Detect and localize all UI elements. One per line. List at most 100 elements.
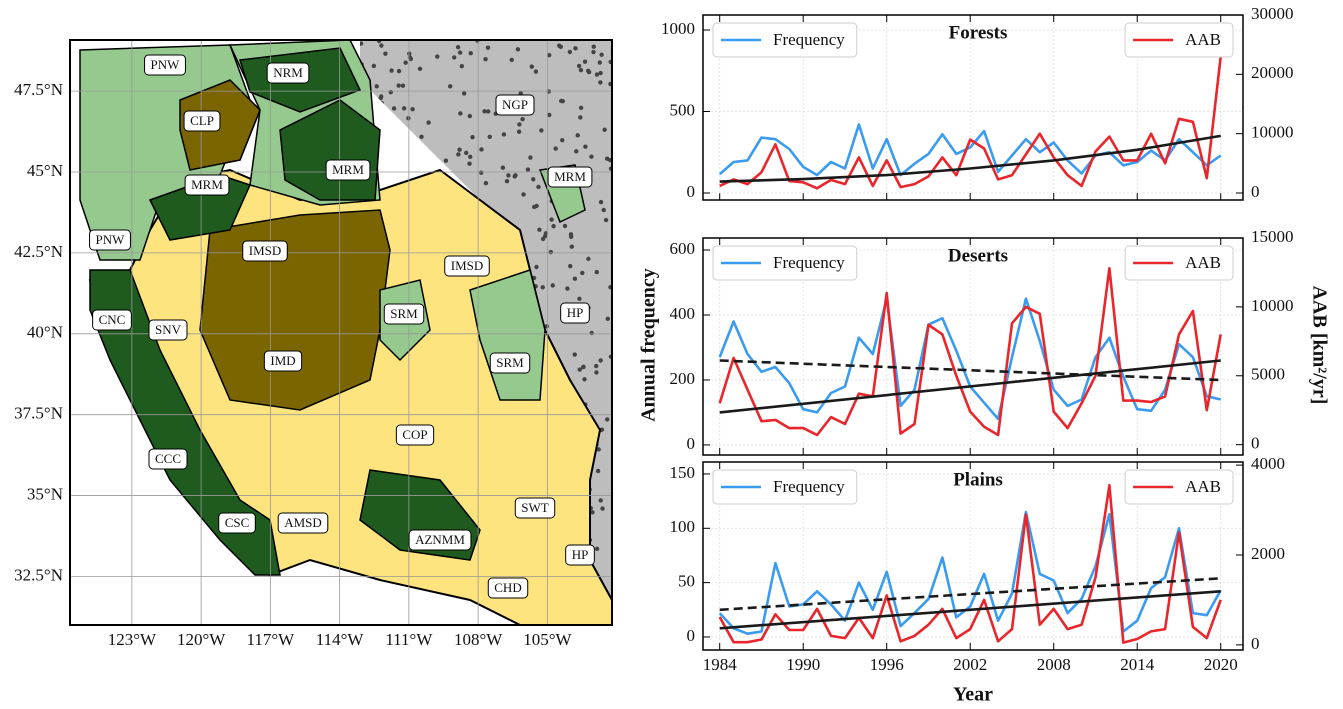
fire-dot	[597, 60, 602, 65]
region-label: HP	[567, 305, 584, 320]
fire-dot	[596, 447, 601, 452]
fire-dot	[565, 286, 570, 291]
y-tick-label: 35°N	[27, 484, 63, 503]
fire-dot	[528, 155, 533, 160]
x-tick-label: 111°W	[385, 630, 433, 649]
y-tick-label: 0	[687, 434, 696, 453]
region-label-box	[560, 302, 590, 324]
region-labels: PNW NRM CLP NGP MRM MRM MRM PNW IMSD IMSD HP CNC SNV…	[89, 54, 595, 599]
fire-dot	[604, 156, 610, 161]
fire-dot	[586, 256, 591, 262]
fire-dot	[400, 83, 406, 88]
y-tick-label: 50	[678, 572, 695, 591]
y-tick-label: 0	[687, 626, 696, 645]
fire-dot	[506, 173, 511, 178]
legend-label: AAB	[1185, 30, 1221, 49]
region-label: SRM	[390, 306, 418, 321]
fire-dot	[560, 137, 565, 143]
region-label: NGP	[502, 97, 528, 112]
fire-dot	[548, 249, 554, 255]
region-label-box	[565, 544, 595, 566]
fire-dot	[589, 154, 594, 159]
fire-dot	[598, 358, 603, 363]
y-tick-label: 1000	[661, 19, 695, 38]
region-label: SWT	[521, 500, 549, 515]
fire-dot	[531, 177, 536, 182]
region-label-box	[92, 309, 132, 331]
y2-tick-label: 0	[1251, 434, 1260, 453]
fire-dot	[572, 352, 577, 357]
region-label: IMSD	[451, 258, 484, 273]
region-label: PNW	[151, 57, 181, 72]
panel-title: Deserts	[948, 245, 1008, 266]
fire-dot	[482, 109, 487, 114]
plot-frame	[702, 14, 1244, 201]
x-tick-label: 1984	[703, 655, 738, 674]
region-label-box	[495, 94, 535, 116]
fire-dot	[547, 112, 552, 118]
region-label: CSC	[225, 515, 250, 530]
fire-dot	[509, 57, 514, 63]
plots: 050010000100002000030000ForestsFrequency…	[638, 4, 1331, 706]
region-label: CLP	[190, 113, 214, 128]
y-axis-label: Annual frequency	[638, 268, 660, 422]
map-frame	[69, 39, 613, 626]
x-tick-label: 108°W	[454, 630, 503, 649]
fire-dot	[598, 70, 603, 76]
fire-dot	[590, 510, 595, 515]
fire-dot	[504, 179, 510, 184]
trend-line	[719, 590, 1221, 630]
region-label-box	[444, 255, 490, 277]
fire-dot	[605, 417, 610, 422]
x-tick-label: 120°W	[177, 630, 226, 649]
desert-region	[199, 209, 391, 411]
fire-dot	[551, 223, 556, 229]
fire-dot	[464, 150, 469, 156]
y-tick-label: 0	[687, 182, 696, 201]
region-label-box	[277, 512, 329, 534]
fire-dot	[406, 115, 411, 121]
y-tick-label: 42.5°N	[14, 242, 63, 261]
region-label: IMD	[270, 353, 295, 368]
y-tick-label: 200	[670, 369, 696, 388]
panel-title: Plains	[953, 469, 1003, 490]
y2-tick-label: 4000	[1251, 454, 1285, 473]
x-tick-label: 105°W	[523, 630, 572, 649]
trend-line	[719, 134, 1221, 183]
x-tick-label: 123°W	[108, 630, 157, 649]
region-label: AZNMM	[415, 532, 465, 547]
fire-dot	[540, 285, 545, 290]
fire-dot	[553, 146, 558, 151]
fire-dot	[549, 217, 554, 222]
fire-dot	[408, 56, 414, 62]
fire-dot	[417, 66, 423, 71]
fire-dot	[468, 51, 473, 56]
legend-label: Frequency	[773, 253, 845, 272]
fire-dot	[447, 84, 453, 89]
fire-dot	[515, 47, 521, 52]
fire-dot	[410, 107, 415, 112]
fire-dot	[594, 370, 599, 375]
y-tick-label: 32.5°N	[14, 565, 63, 584]
y-tick-label: 500	[670, 100, 696, 119]
y-tick-label: 600	[670, 239, 696, 258]
fire-dot	[581, 364, 586, 370]
region-label: MRM	[191, 177, 223, 192]
fire-dot	[603, 217, 609, 223]
fire-dot	[461, 91, 467, 96]
fire-dot	[517, 122, 522, 127]
fire-dot	[525, 167, 531, 172]
x-tick-label: 1996	[870, 655, 904, 674]
series-line	[718, 484, 1222, 644]
fire-dot	[534, 203, 539, 209]
region-label: IMSD	[249, 243, 282, 258]
fire-dot	[539, 128, 544, 133]
plot-frame	[702, 237, 1244, 456]
legend-box	[712, 245, 858, 281]
fire-dot	[577, 296, 582, 301]
fire-dot	[396, 68, 402, 74]
y2-tick-label: 10000	[1251, 296, 1294, 315]
fire-dot	[443, 158, 449, 163]
fire-dot	[594, 72, 600, 77]
fire-dot	[521, 192, 526, 197]
